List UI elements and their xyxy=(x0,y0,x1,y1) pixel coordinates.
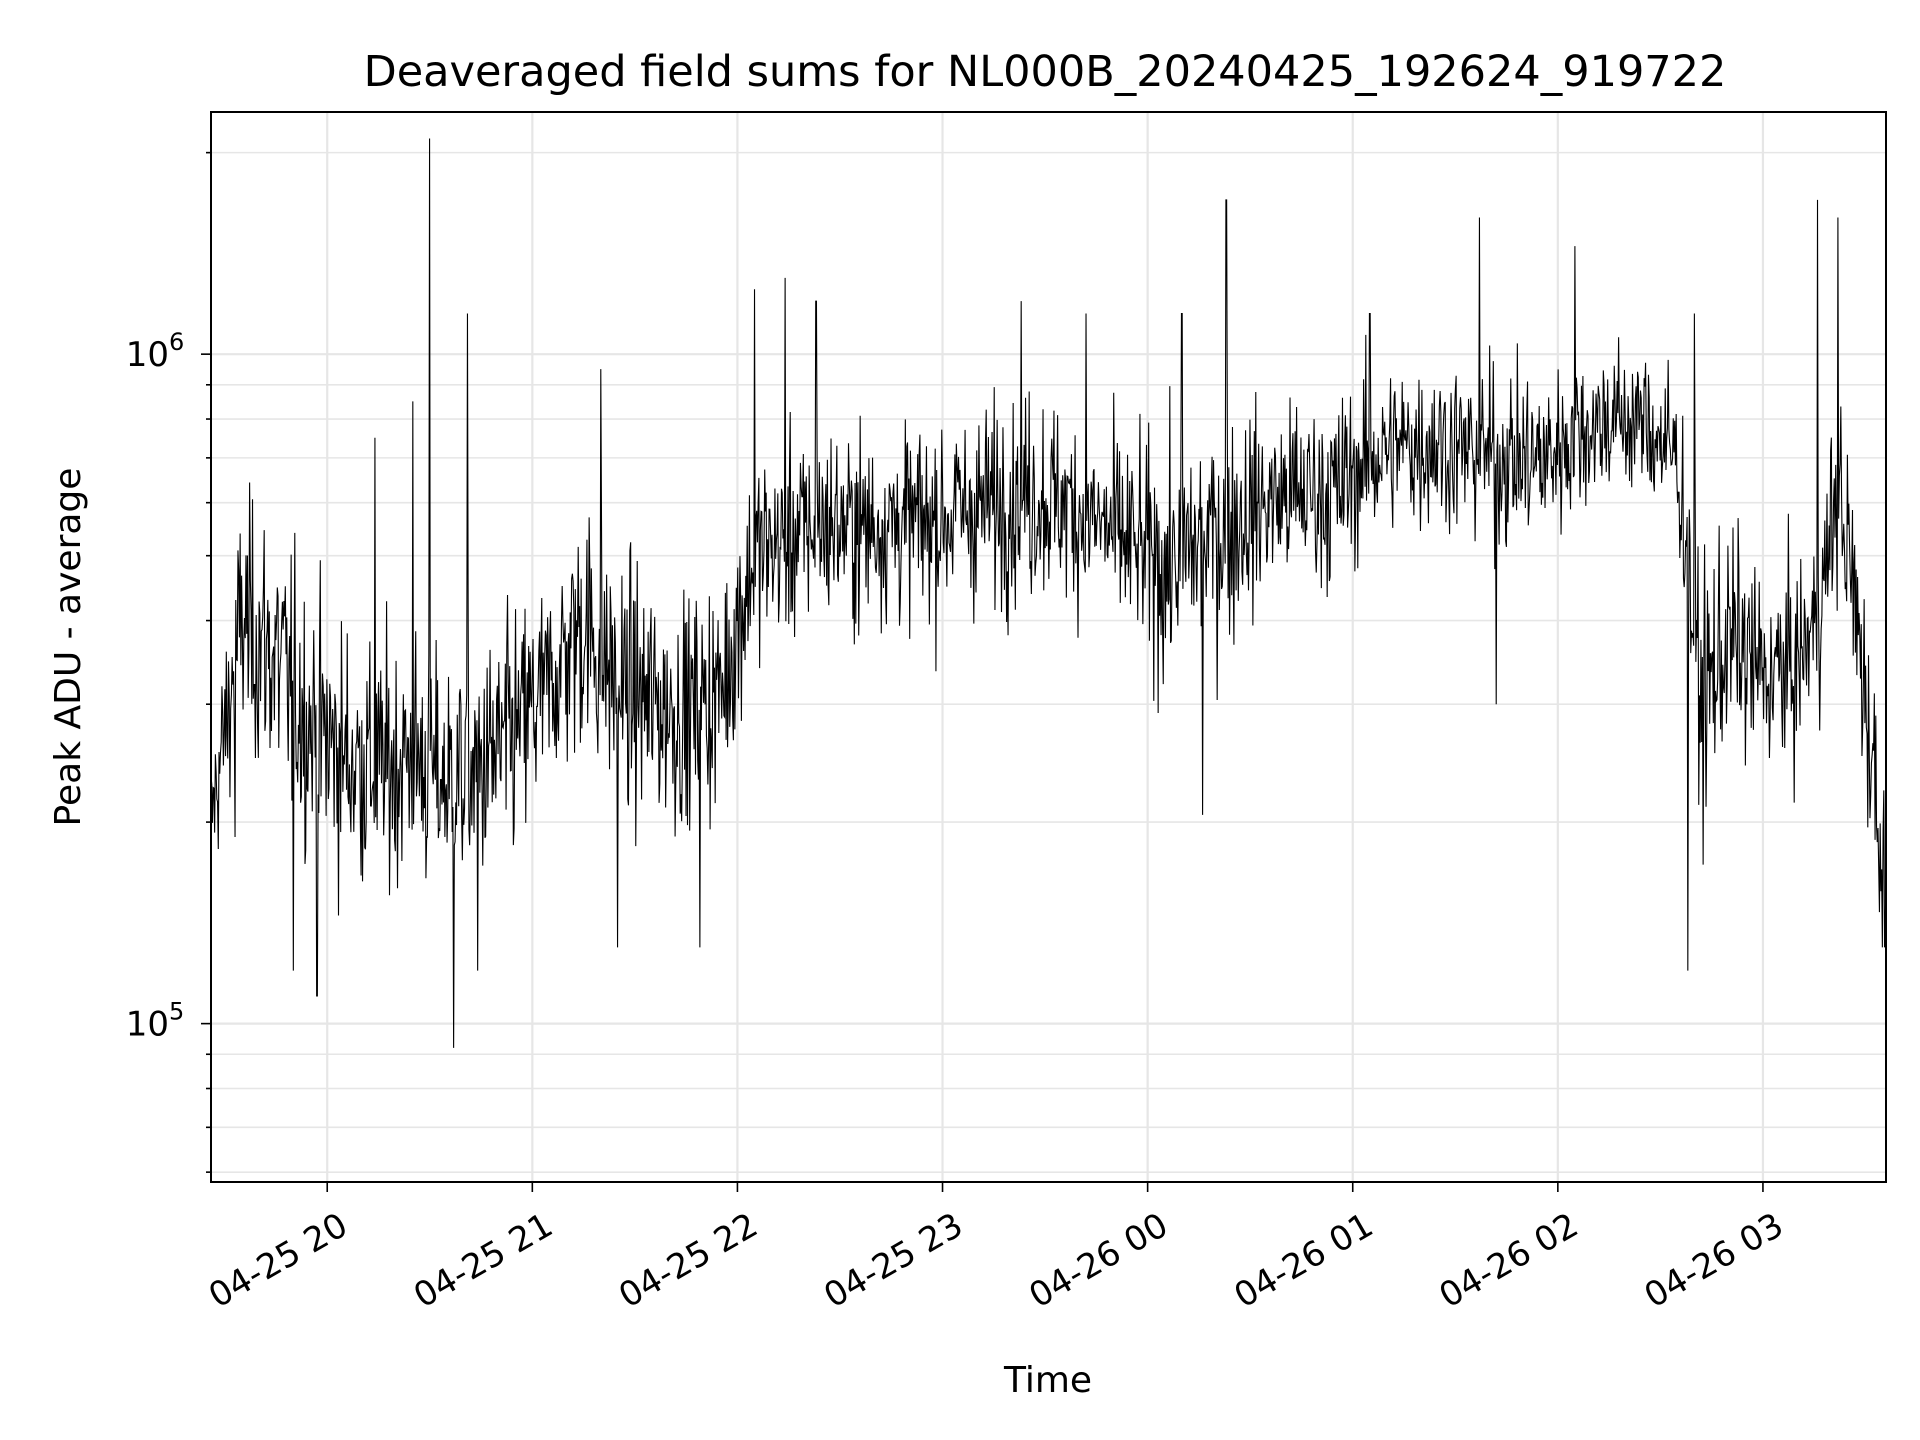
y-tick-label: 106 xyxy=(126,328,185,375)
chart-title: Deaveraged field sums for NL000B_2024042… xyxy=(364,47,1727,97)
y-axis-label: Peak ADU - average xyxy=(48,468,89,827)
y-tick-label: 105 xyxy=(126,998,185,1045)
x-axis-label: Time xyxy=(1003,1360,1092,1401)
plot-frame xyxy=(210,111,1887,1183)
y-tick-label-base: 10 xyxy=(126,1005,169,1045)
y-tick-label-exponent: 6 xyxy=(169,328,184,356)
data-line xyxy=(210,138,1887,1048)
y-tick-label-exponent: 5 xyxy=(169,998,184,1026)
y-tick-label-base: 10 xyxy=(126,335,169,375)
series-line xyxy=(210,138,1887,1048)
